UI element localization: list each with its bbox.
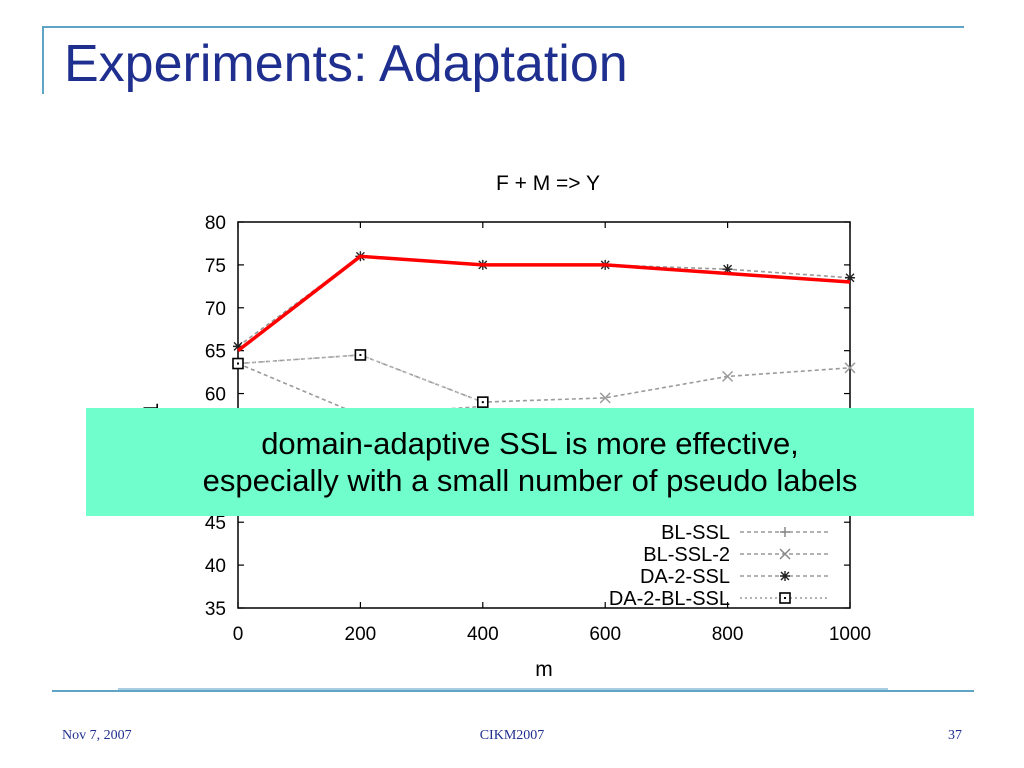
square-marker-dot xyxy=(784,597,786,599)
x-marker xyxy=(844,362,856,374)
y-tick-label: 45 xyxy=(205,513,226,534)
series-point-1 xyxy=(722,370,734,382)
chart-title: F + M => Y xyxy=(496,172,600,195)
x-axis-label: m xyxy=(535,658,553,681)
star-marker xyxy=(845,272,855,283)
slide-title: Experiments: Adaptation xyxy=(64,35,628,93)
y-tick-label: 65 xyxy=(205,342,226,363)
frame-accent-vertical xyxy=(42,26,44,94)
legend-label: DA-2-BL-SSL xyxy=(609,588,730,610)
x-marker xyxy=(779,548,791,560)
line-chart: F + M => Y 0 200 400 600 800 1000 35 40 45 60 65 70 7… xyxy=(140,172,871,681)
x-tick-label: 600 xyxy=(589,624,621,645)
footer-date: Nov 7, 2007 xyxy=(62,728,132,743)
legend-label: BL-SSL-2 xyxy=(643,544,730,566)
legend-marker xyxy=(779,592,791,604)
legend-label: BL-SSL xyxy=(661,522,730,544)
legend-label: DA-2-SSL xyxy=(640,566,730,588)
callout-line-1: domain-adaptive SSL is more effective, xyxy=(261,425,799,461)
x-tick-label: 200 xyxy=(345,624,377,645)
frame-accent-bottom xyxy=(52,690,974,692)
series-point-1 xyxy=(599,392,611,404)
callout-box: domain-adaptive SSL is more effective, e… xyxy=(86,408,974,516)
x-tick-label: 800 xyxy=(712,624,744,645)
star-marker xyxy=(233,341,243,352)
callout-line-2: especially with a small number of pseudo… xyxy=(202,463,858,498)
series-line-0 xyxy=(237,362,483,416)
x-marker xyxy=(599,392,611,404)
y-tick-label: 70 xyxy=(205,299,226,320)
footer-venue: CIKM2007 xyxy=(479,728,545,743)
series-point-2 xyxy=(845,272,855,283)
x-tick-label: 400 xyxy=(467,624,499,645)
frame-accent-bottom-inner xyxy=(118,688,888,690)
square-marker-dot xyxy=(359,353,362,356)
series-point-3 xyxy=(354,349,367,361)
legend-marker xyxy=(780,571,790,581)
series-point-3 xyxy=(476,396,489,408)
y-tick-label: 35 xyxy=(205,599,226,620)
series-line-1 xyxy=(237,354,851,403)
square-marker-dot xyxy=(481,401,484,404)
series-point-3 xyxy=(232,357,244,370)
series-line-2 xyxy=(237,255,851,348)
star-marker xyxy=(722,264,733,275)
x-tick-label: 1000 xyxy=(829,624,871,645)
x-marker xyxy=(722,370,734,382)
frame-accent-top xyxy=(42,26,964,28)
square-marker-dot xyxy=(237,362,239,365)
x-tick-label: 0 xyxy=(233,624,244,645)
legend-marker xyxy=(779,548,791,560)
series-point-2 xyxy=(722,264,733,275)
y-tick-label: 80 xyxy=(205,213,226,234)
plus-marker xyxy=(780,527,790,537)
star-marker xyxy=(780,571,790,581)
series-point-1 xyxy=(844,362,856,374)
y-tick-label: 75 xyxy=(205,256,226,277)
series-point-2 xyxy=(233,341,243,352)
legend-marker xyxy=(780,527,790,537)
y-tick-label: 60 xyxy=(205,385,226,406)
series-line-3 xyxy=(237,354,484,403)
footer-page-number: 37 xyxy=(948,728,962,743)
y-tick-label: 40 xyxy=(205,556,226,577)
highlight-line xyxy=(236,254,851,353)
